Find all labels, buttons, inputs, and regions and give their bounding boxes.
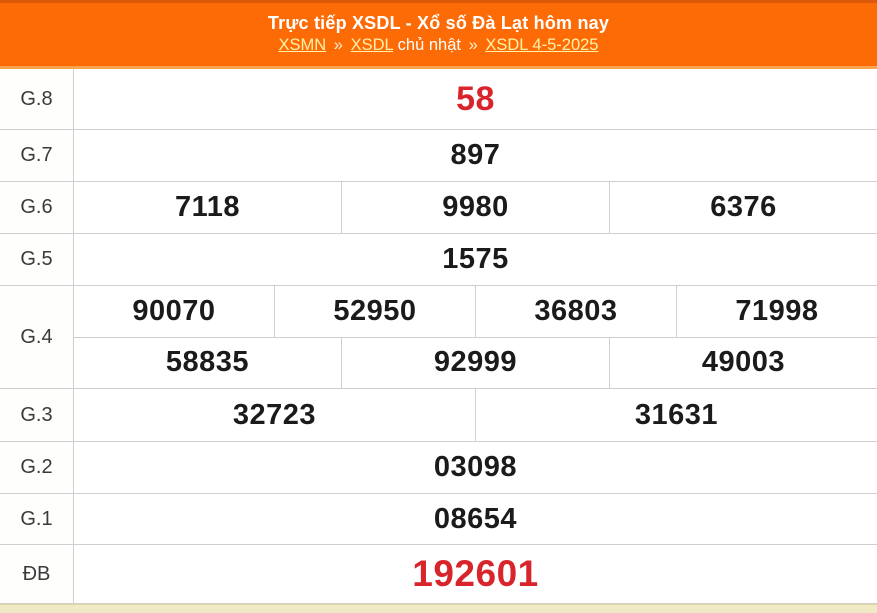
breadcrumb: XSMN » XSDL chủ nhật » XSDL 4-5-2025 xyxy=(279,35,599,56)
prize-value-group: 08654 xyxy=(74,494,877,544)
prize-label: G.7 xyxy=(0,130,74,182)
prize-number: 6376 xyxy=(609,182,877,234)
prize-number: 49003 xyxy=(609,337,877,389)
breadcrumb-link[interactable]: XSDL xyxy=(350,36,394,55)
prize-row-g4: G.4 90070 52950 36803 71998 58835 92999 49003 xyxy=(0,286,877,390)
prize-number: 58 xyxy=(456,79,495,118)
prize-value-group: 58835 92999 49003 xyxy=(74,336,877,389)
prize-number: 32723 xyxy=(232,398,317,431)
prize-number: 1575 xyxy=(442,243,509,276)
prize-label: G.3 xyxy=(0,389,74,442)
prize-row-g3: G.3 32723 31631 xyxy=(0,389,877,443)
prize-number: 58835 xyxy=(165,346,250,379)
prize-value-group: 897 xyxy=(74,130,877,181)
prize-value-group: 1575 xyxy=(74,234,877,285)
prize-value-group: 7118 9980 6376 xyxy=(74,182,877,234)
prize-row-g1: G.1 08654 xyxy=(0,494,877,546)
breadcrumb-separator: » xyxy=(468,36,478,55)
prize-label: G.5 xyxy=(0,234,74,286)
header: Trực tiếp XSDL - Xổ số Đà Lạt hôm nay XS… xyxy=(0,0,877,70)
breadcrumb-text: chủ nhật xyxy=(397,36,461,55)
prize-values: 192601 xyxy=(74,545,877,603)
bottom-strip xyxy=(0,604,877,613)
prize-row-g8: G.8 58 xyxy=(0,69,877,131)
prize-number: 92999 xyxy=(341,337,609,389)
prize-label: G.6 xyxy=(0,182,74,234)
prize-value-group: 32723 31631 xyxy=(74,389,877,442)
prize-value-group: 58 xyxy=(74,69,877,129)
breadcrumb-link[interactable]: XSMN xyxy=(278,36,327,55)
prize-value-group: 03098 xyxy=(74,442,877,493)
prize-label: G.4 xyxy=(0,286,74,389)
prize-row-g2: G.2 03098 xyxy=(0,442,877,495)
page-title: Trực tiếp XSDL - Xổ số Đà Lạt hôm nay xyxy=(267,13,610,34)
prize-values: 1575 xyxy=(74,234,877,285)
prize-row-b: ĐB 192601 xyxy=(0,545,877,605)
prize-number: 03098 xyxy=(433,451,518,484)
prize-number: 31631 xyxy=(475,389,877,442)
breadcrumb-link[interactable]: XSDL 4-5-2025 xyxy=(485,36,599,55)
prize-number: 192601 xyxy=(412,553,539,595)
prize-label: G.1 xyxy=(0,494,74,545)
prize-label: G.8 xyxy=(0,69,74,130)
prize-number: 08654 xyxy=(433,502,518,535)
prize-number: 71998 xyxy=(676,286,877,337)
prize-row-g5: G.5 1575 xyxy=(0,234,877,287)
prize-values: 897 xyxy=(74,130,877,181)
prize-number: 36803 xyxy=(475,286,676,337)
prize-values: 08654 xyxy=(74,494,877,544)
prize-row-g7: G.7 897 xyxy=(0,130,877,183)
prize-label: ĐB xyxy=(0,545,74,604)
prize-number: 52950 xyxy=(274,286,475,337)
prize-values: 03098 xyxy=(74,442,877,493)
prize-values: 58 xyxy=(74,69,877,129)
prize-values: 7118 9980 6376 xyxy=(74,182,877,234)
prize-row-g6: G.6 7118 9980 6376 xyxy=(0,182,877,235)
prize-values: 32723 31631 xyxy=(74,389,877,442)
prize-label: G.2 xyxy=(0,442,74,494)
prize-values: 90070 52950 36803 71998 58835 92999 49003 xyxy=(74,286,877,389)
prize-number: 897 xyxy=(450,139,501,172)
prize-number: 7118 xyxy=(175,191,240,224)
prize-number: 90070 xyxy=(132,294,216,327)
breadcrumb-separator: » xyxy=(333,36,343,55)
prize-number: 9980 xyxy=(341,182,609,234)
prize-value-group: 192601 xyxy=(74,545,877,603)
results-table: G.8 58 G.7 897 G.6 7118 9980 6376 G.5 1575 G.4 9007… xyxy=(0,69,877,605)
prize-value-group: 90070 52950 36803 71998 xyxy=(74,286,877,337)
